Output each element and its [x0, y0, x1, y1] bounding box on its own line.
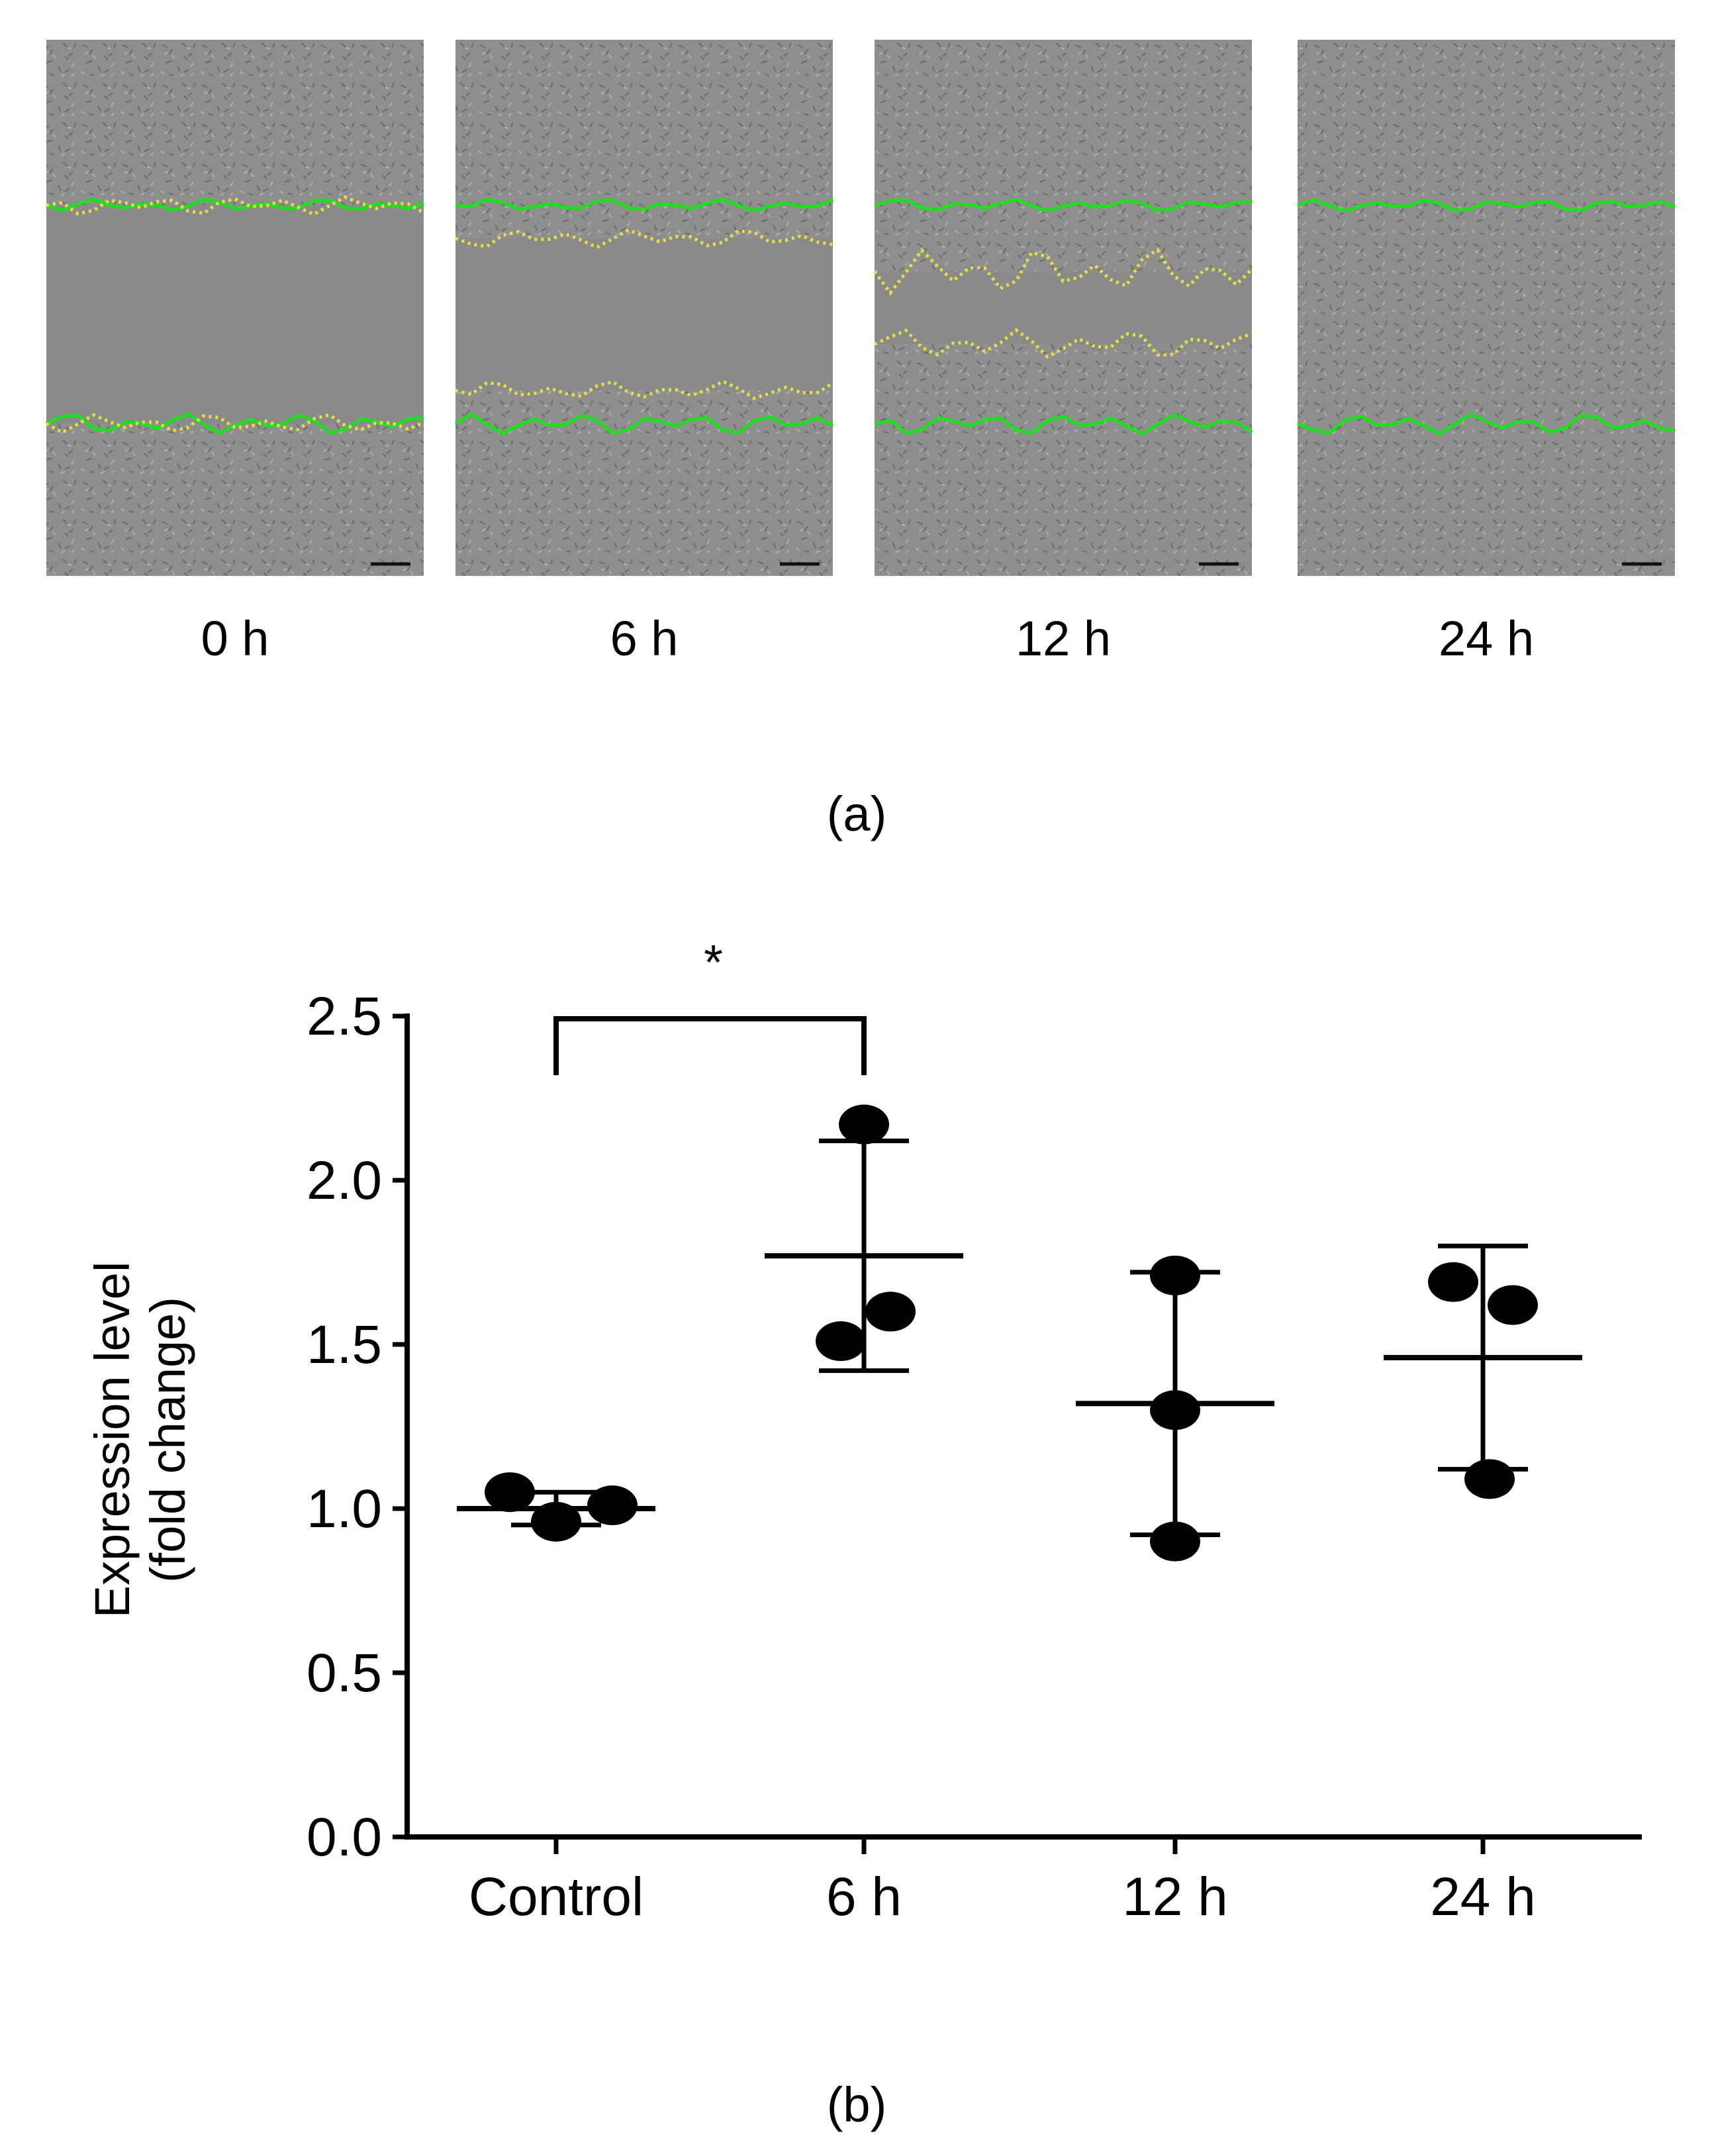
- y-tick-label-4: 2.0: [307, 1150, 382, 1211]
- initial-edge-top-3: [1297, 197, 1676, 213]
- x-tick-label-1: 6 h: [826, 1867, 902, 1927]
- initial-edge-bottom-1: [454, 412, 834, 436]
- expression-scatter-plot: 0.0 0.5 1.0 1.5 2.0 2.5 Expression level(fold …: [85, 935, 1642, 2132]
- figure-b-expression-chart: 0.0 0.5 1.0 1.5 2.0 2.5 Expression level(fold …: [0, 861, 1714, 2153]
- initial-edge-bottom-2: [874, 412, 1253, 436]
- time-label-0: 0 h: [201, 611, 269, 666]
- initial-edge-top-0: [46, 197, 424, 212]
- figure-b-label: (b): [827, 2077, 886, 2132]
- y-axis-label: Expression level(fold change): [85, 1262, 195, 1618]
- significance-star: *: [704, 935, 723, 990]
- y-tick-label-3: 1.5: [307, 1315, 382, 1375]
- time-label-1: 6 h: [610, 611, 679, 666]
- y-axis-label-line-1: (fold change): [140, 1297, 195, 1583]
- migrating-front-bottom-2: [873, 328, 1253, 359]
- figure-a-label: (a): [827, 786, 886, 841]
- data-point-0-2: [587, 1485, 638, 1526]
- scratch-image-strip: 0 h 6 h 12 h 24 h (a): [45, 40, 1676, 841]
- figure-a-scratch-assay: 0 h 6 h 12 h 24 h (a): [0, 0, 1714, 861]
- data-point-3-0: [1428, 1262, 1478, 1302]
- data-point-1-1: [865, 1291, 916, 1332]
- data-point-1-0: [839, 1104, 889, 1145]
- significance-bracket: [553, 1016, 867, 1076]
- initial-edge-top-1: [455, 197, 833, 212]
- migrating-front-top-2: [873, 248, 1253, 296]
- x-tick-label-2: 12 h: [1122, 1867, 1228, 1927]
- data-point-2-2: [1150, 1521, 1200, 1562]
- initial-edge-bottom-0: [45, 412, 424, 436]
- initial-edge-top-2: [874, 197, 1253, 213]
- data-point-0-0: [485, 1472, 535, 1513]
- time-label-3: 24 h: [1439, 611, 1534, 666]
- migrating-front-bottom-1: [455, 379, 834, 400]
- wound-gap-1: [455, 238, 833, 391]
- data-point-1-2: [816, 1321, 866, 1362]
- time-label-2: 12 h: [1016, 611, 1111, 666]
- data-point-3-2: [1464, 1459, 1515, 1499]
- y-axis-label-line-0: Expression level: [85, 1262, 140, 1618]
- migrating-front-top-1: [455, 228, 833, 250]
- data-point-0-1: [531, 1501, 581, 1542]
- micrograph-3: [1298, 40, 1675, 576]
- y-tick-label-5: 2.5: [307, 986, 382, 1047]
- initial-edge-bottom-3: [1297, 412, 1676, 436]
- x-tick-label-3: 24 h: [1430, 1867, 1536, 1927]
- x-tick-label-0: Control: [469, 1867, 643, 1927]
- y-tick-label-1: 0.5: [307, 1643, 382, 1703]
- data-point-3-1: [1488, 1285, 1538, 1325]
- y-tick-label-2: 1.0: [307, 1479, 382, 1539]
- wound-gap-2: [875, 271, 1252, 344]
- data-point-2-1: [1150, 1390, 1200, 1430]
- wound-gap-0: [46, 205, 424, 424]
- y-tick-label-0: 0.0: [307, 1807, 382, 1867]
- data-point-2-0: [1150, 1255, 1200, 1295]
